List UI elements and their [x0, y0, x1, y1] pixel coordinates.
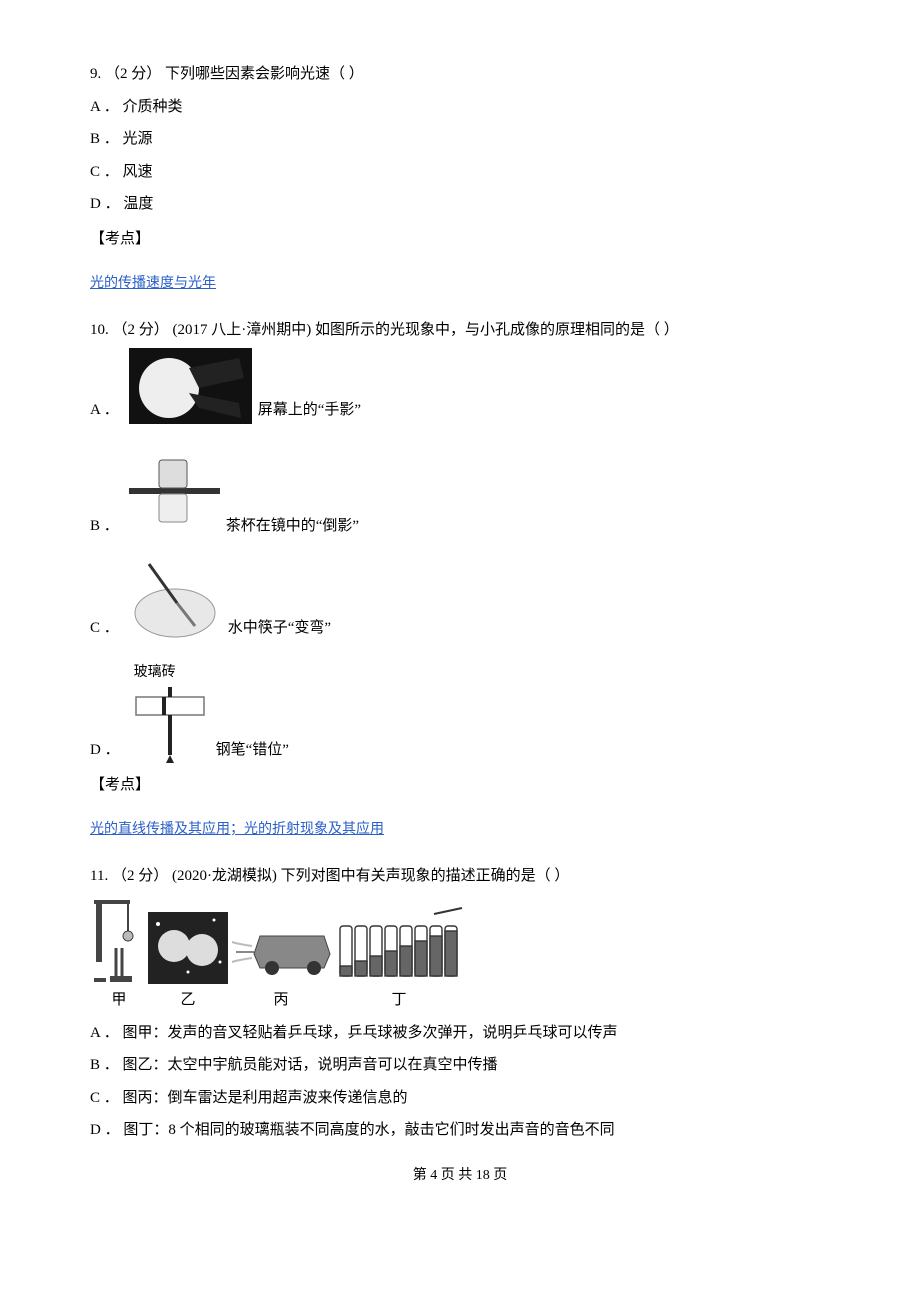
q10-option-c-image [129, 558, 222, 642]
bottles-icon [334, 906, 464, 984]
q10-option-a-text: 屏幕上的“手影” [258, 396, 361, 425]
q11-option-d: D ． 图丁：8 个相同的玻璃瓶装不同高度的水，敲击它们时发出声音的音色不同 [90, 1116, 830, 1145]
astronaut-icon [148, 912, 228, 984]
q9-option-b: B ． 光源 [90, 125, 830, 154]
q10-option-d-row: D ． 玻璃砖 钢笔“错位” [90, 660, 830, 765]
q11-option-b: B ． 图乙：太空中宇航员能对话，说明声音可以在真空中传播 [90, 1051, 830, 1080]
cup-mirror-icon [129, 442, 220, 540]
q10-option-b-image [129, 442, 220, 540]
q10-option-c-text: 水中筷子“变弯” [228, 614, 331, 643]
footer-page-total: 18 [476, 1168, 490, 1183]
q9-option-d: D ． 温度 [90, 190, 830, 219]
pen-offset-icon [130, 687, 210, 765]
q11-option-c: C ． 图丙：倒车雷达是利用超声波来传递信息的 [90, 1084, 830, 1113]
q10-option-d-text: 钢笔“错位” [216, 736, 289, 765]
q11-fig-bing: 丙 [228, 918, 334, 1015]
tuning-fork-icon [90, 898, 148, 984]
q10-option-d-image: 玻璃砖 [130, 660, 210, 765]
footer-suffix: 页 [490, 1168, 508, 1183]
q10-option-c-label: C ． [90, 614, 119, 643]
q9-stem: 9. （2 分） 下列哪些因素会影响光速（ ） [90, 60, 830, 89]
q11-cap-ding: 丁 [391, 986, 406, 1015]
q11-option-a: A ． 图甲：发声的音叉轻贴着乒乓球，乒乓球被多次弹开，说明乒乓球可以传声 [90, 1019, 830, 1048]
q11-cap-bing: 丙 [273, 986, 288, 1015]
q11-fig-ding: 丁 [334, 906, 464, 1015]
q10-stem: 10. （2 分） (2017 八上·漳州期中) 如图所示的光现象中，与小孔成像… [90, 316, 830, 345]
q9-topic-link[interactable]: 光的传播速度与光年 [90, 271, 216, 298]
car-radar-icon [228, 918, 334, 984]
q10-option-a-image [129, 348, 252, 424]
q11-stem: 11. （2 分） (2020·龙湖模拟) 下列对图中有关声现象的描述正确的是（… [90, 862, 830, 891]
q10-glass-label: 玻璃砖 [134, 660, 210, 687]
page-footer: 第 4 页 共 18 页 [90, 1163, 830, 1190]
q10-kaodian-label: 【考点】 [90, 771, 830, 800]
q11-cap-yi: 乙 [180, 986, 195, 1015]
q11-fig-yi: 乙 [148, 912, 228, 1015]
q11-figure-row: 甲 乙 丙 [90, 898, 830, 1015]
q10-option-b-row: B ． 茶杯在镜中的“倒影” [90, 442, 830, 540]
q10-option-b-label: B ． [90, 512, 119, 541]
q10-option-c-row: C ． 水中筷子“变弯” [90, 558, 830, 642]
footer-prefix: 第 [413, 1168, 431, 1183]
q9-option-a: A ． 介质种类 [90, 93, 830, 122]
q10-option-d-label: D ． [90, 736, 120, 765]
q10-option-a-row: A ． 屏幕上的“手影” [90, 348, 830, 424]
q10-option-a-label: A ． [90, 396, 119, 425]
hand-shadow-icon [129, 348, 252, 424]
q11-fig-jia: 甲 [90, 898, 148, 1015]
q10-topic-link[interactable]: 光的直线传播及其应用；光的折射现象及其应用 [90, 817, 384, 844]
q11-cap-jia: 甲 [111, 986, 126, 1015]
q9-option-c: C ． 风速 [90, 158, 830, 187]
q10-option-b-text: 茶杯在镜中的“倒影” [226, 512, 359, 541]
chopstick-bend-icon [129, 558, 222, 642]
q9-kaodian-label: 【考点】 [90, 225, 830, 254]
footer-mid: 页 共 [437, 1168, 476, 1183]
